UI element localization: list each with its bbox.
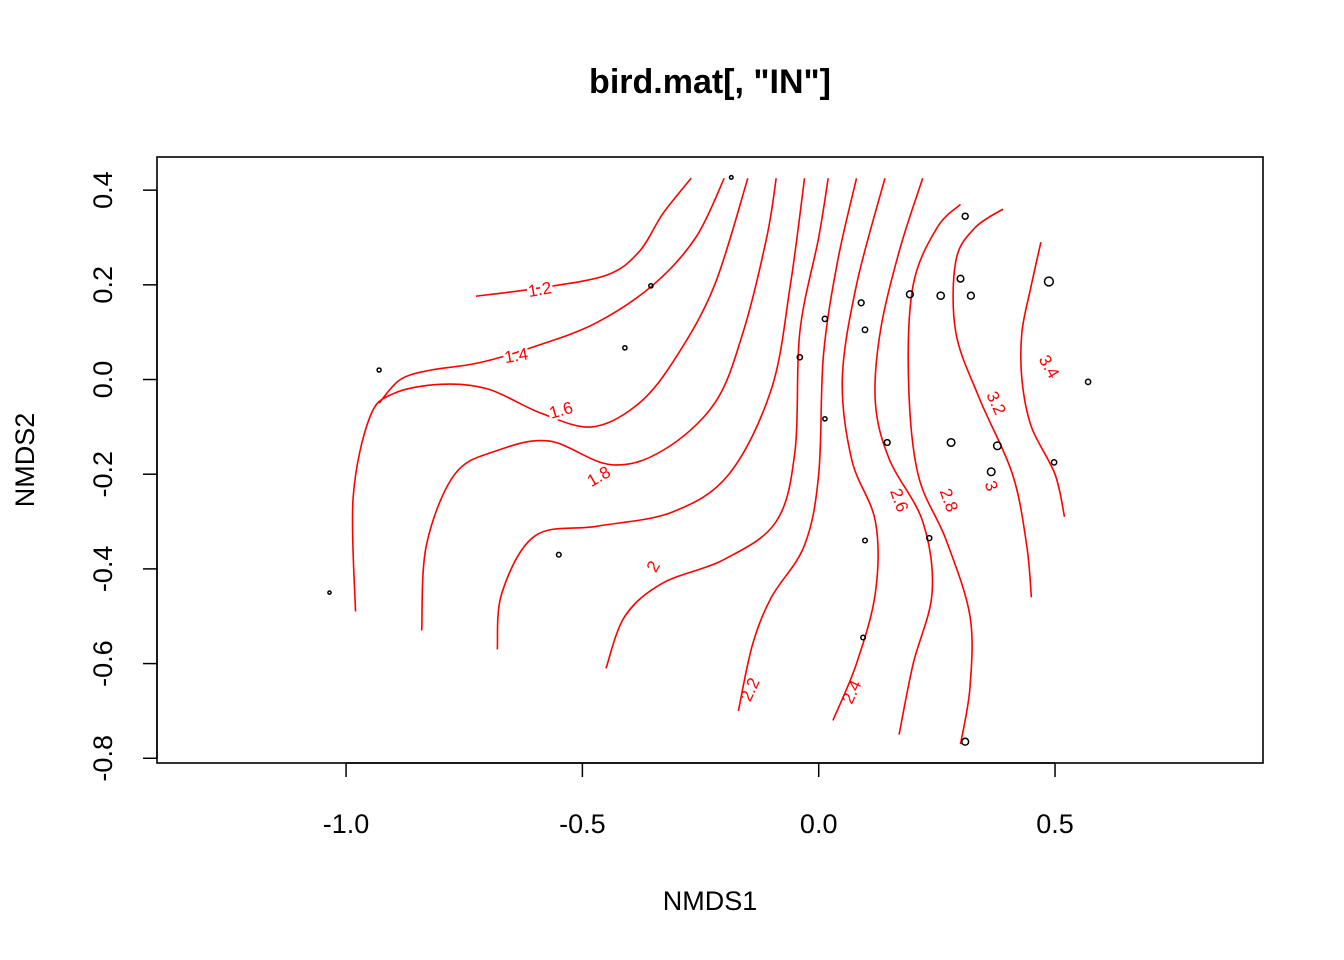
y-tick-label-2: -0.6 bbox=[88, 640, 118, 687]
site-point-18 bbox=[946, 437, 956, 448]
y-tick-label-4: -0.2 bbox=[88, 451, 118, 498]
site-point-13 bbox=[860, 634, 867, 641]
site-point-22 bbox=[961, 737, 970, 746]
y-tick-label-3: -0.4 bbox=[88, 546, 118, 593]
site-point-6 bbox=[728, 174, 734, 180]
site-point-27 bbox=[1084, 378, 1092, 386]
site-point-19 bbox=[956, 274, 965, 283]
x-tick-label-1: -1.0 bbox=[323, 809, 370, 839]
site-point-2 bbox=[376, 367, 382, 373]
x-axis-label: NMDS1 bbox=[663, 886, 758, 916]
chart-title: bird.mat[, "IN"] bbox=[589, 63, 831, 101]
y-axis: -0.8 -0.6 -0.4 -0.2 0.0 0.2 0.4 bbox=[88, 171, 158, 782]
site-point-20 bbox=[961, 212, 969, 220]
site-point-1 bbox=[327, 590, 332, 595]
contour-label-2: 1.4 bbox=[503, 344, 530, 367]
contour-label-1: 1.2 bbox=[527, 278, 554, 301]
contour-line-7 bbox=[737, 178, 858, 712]
site-point-9 bbox=[822, 415, 828, 422]
x-tick-label-3: 0.0 bbox=[800, 809, 838, 839]
site-point-11 bbox=[861, 326, 869, 334]
contour-line-8 bbox=[832, 178, 886, 721]
x-axis: -1.0 -0.5 0.0 0.5 bbox=[323, 762, 1074, 839]
y-tick-label-5: 0.0 bbox=[88, 361, 118, 399]
site-point-25 bbox=[1043, 276, 1055, 287]
contour-line-10 bbox=[907, 203, 973, 745]
site-point-8 bbox=[821, 315, 829, 323]
site-point-14 bbox=[883, 438, 891, 447]
site-point-21 bbox=[966, 291, 976, 300]
contour-line-5 bbox=[496, 178, 806, 650]
site-point-23 bbox=[986, 467, 996, 477]
contour-line-12 bbox=[1019, 242, 1066, 517]
site-point-16 bbox=[926, 534, 933, 542]
y-tick-label-1: -0.8 bbox=[88, 735, 118, 782]
site-point-15 bbox=[905, 290, 915, 299]
site-point-7 bbox=[796, 353, 804, 361]
contour-line-2 bbox=[378, 177, 725, 404]
contour-line-6 bbox=[605, 178, 829, 669]
contour-line-9 bbox=[874, 178, 934, 735]
site-point-3 bbox=[555, 551, 562, 558]
site-point-5 bbox=[648, 282, 654, 289]
y-axis-label: NMDS2 bbox=[10, 413, 40, 508]
site-point-4 bbox=[622, 344, 628, 351]
y-tick-label-6: 0.2 bbox=[88, 266, 118, 304]
site-point-12 bbox=[861, 537, 869, 544]
contour-line-11 bbox=[952, 208, 1033, 598]
x-tick-label-2: -0.5 bbox=[559, 809, 606, 839]
contour-line-1 bbox=[475, 177, 692, 297]
y-tick-label-7: 0.4 bbox=[88, 171, 118, 209]
site-point-26 bbox=[1050, 459, 1058, 466]
x-tick-label-4: 0.5 bbox=[1036, 809, 1074, 839]
contour-line-3 bbox=[351, 178, 749, 612]
points-layer bbox=[327, 174, 1092, 746]
site-point-24 bbox=[992, 441, 1002, 451]
site-point-17 bbox=[936, 291, 946, 301]
contour-line-4 bbox=[420, 178, 777, 631]
site-point-10 bbox=[857, 299, 865, 307]
